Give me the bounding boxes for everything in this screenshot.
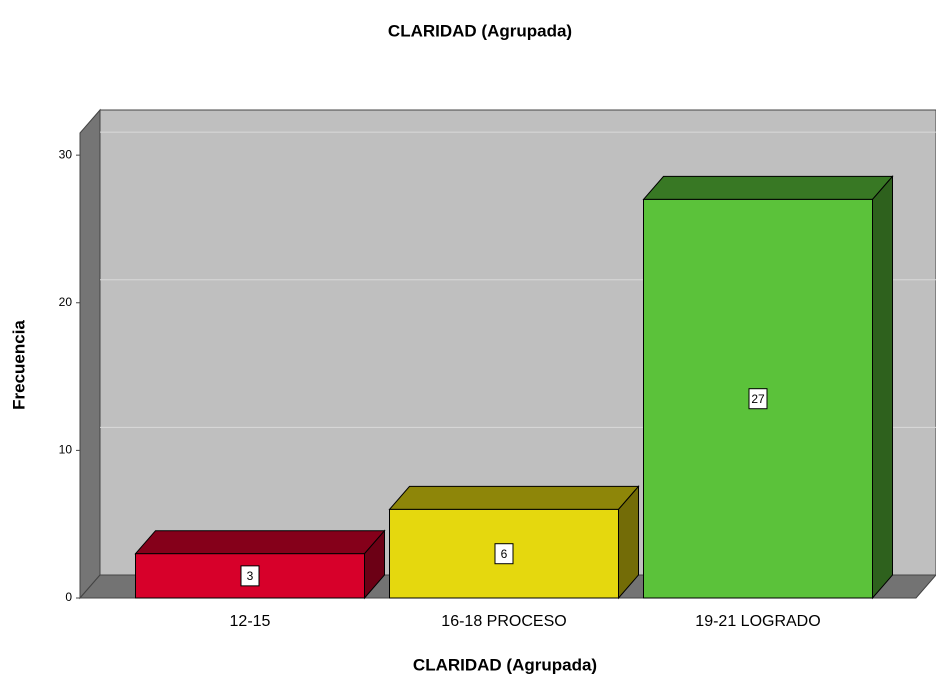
y-tick-label: 30 [59, 147, 73, 161]
x-tick-label: 19-21 LOGRADO [695, 613, 820, 630]
chart-title: CLARIDAD (Agrupada) [388, 21, 572, 40]
value-label: 3 [247, 569, 254, 583]
value-label: 6 [501, 547, 508, 561]
x-tick-label: 16-18 PROCESO [441, 613, 566, 630]
y-tick-label: 20 [59, 295, 73, 309]
value-label-box [748, 388, 768, 410]
y-tick-label: 10 [59, 443, 73, 457]
bar-top [642, 175, 894, 200]
y-axis-title: Frecuencia [9, 320, 28, 410]
x-tick-label: 12-15 [230, 613, 271, 630]
y-tick-label: 0 [65, 590, 72, 604]
bar-side [872, 175, 893, 600]
value-label-box [240, 565, 260, 587]
left-wall [79, 108, 101, 600]
value-label: 27 [751, 392, 765, 406]
bar-top [134, 530, 386, 555]
value-label-box [494, 543, 514, 565]
bar-top [388, 485, 640, 510]
x-axis-title: CLARIDAD (Agrupada) [413, 655, 597, 674]
